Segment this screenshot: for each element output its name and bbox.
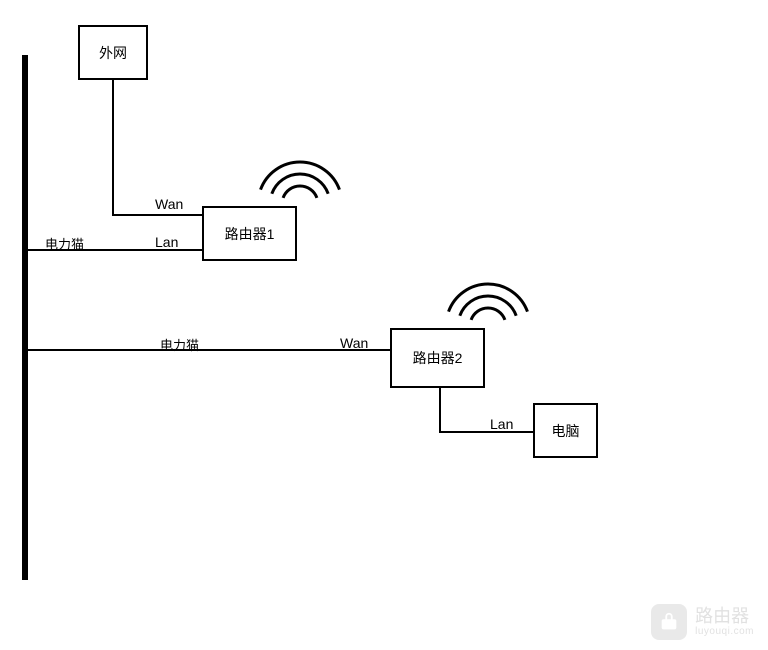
node-pc: 电脑 (533, 403, 598, 458)
node-label: 电脑 (552, 421, 580, 441)
watermark-main: 路由器 (695, 607, 754, 627)
node-external-wan: 外网 (78, 25, 148, 80)
watermark-sub: luyouqi.com (695, 626, 754, 637)
label-powerline1: 电力猫 (45, 234, 84, 253)
watermark-text: 路由器 luyouqi.com (695, 607, 754, 638)
node-label: 外网 (99, 43, 127, 63)
label-lan2: Lan (490, 416, 513, 432)
connection-lines (0, 0, 768, 650)
node-router1: 路由器1 (202, 206, 297, 261)
node-label: 路由器1 (225, 224, 275, 244)
label-wan2: Wan (340, 335, 368, 351)
label-wan1: Wan (155, 196, 183, 212)
label-powerline2: 电力猫 (160, 335, 199, 354)
node-router2: 路由器2 (390, 328, 485, 388)
node-label: 路由器2 (413, 348, 463, 368)
watermark: 路由器 luyouqi.com (651, 604, 754, 640)
label-lan1: Lan (155, 234, 178, 250)
router-icon (651, 604, 687, 640)
